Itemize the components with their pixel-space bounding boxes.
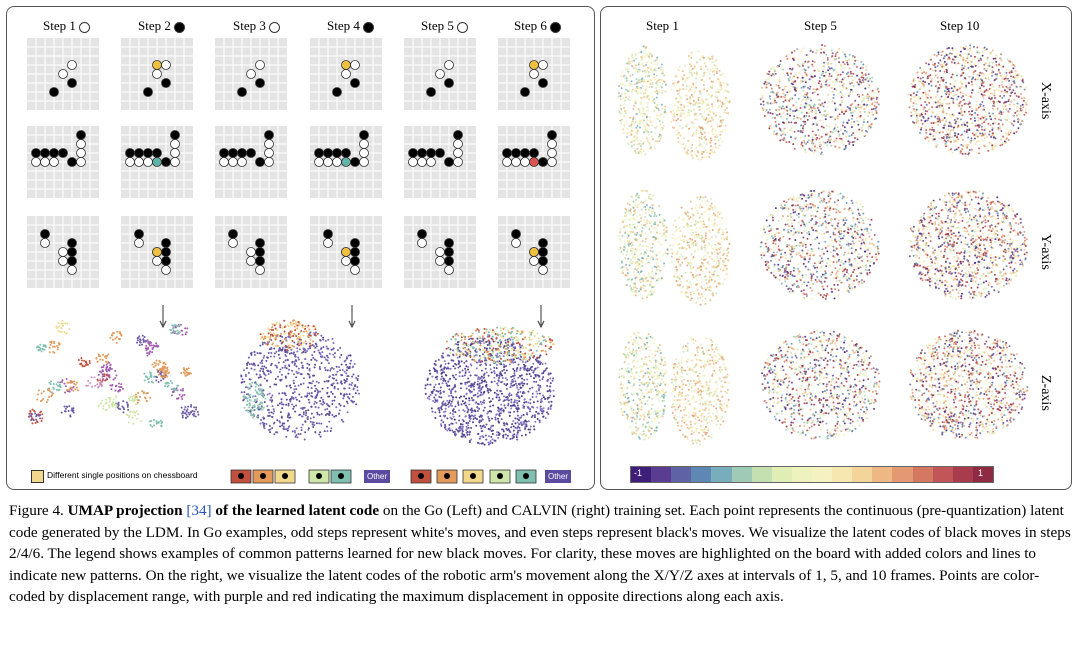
- colorbar-cell: [691, 467, 712, 482]
- black-stone-icon: [362, 21, 374, 33]
- legend-other: Other: [364, 470, 390, 483]
- calvin-scatter-grid: [617, 44, 1029, 446]
- caption-title-2: of the learned latent code: [215, 502, 380, 519]
- col-step-5: Step 5: [804, 18, 837, 33]
- colorbar-cell: [852, 467, 873, 482]
- colorbar-cell: [711, 467, 732, 482]
- legend-single-positions: Different single positions on chessboard: [47, 470, 198, 480]
- step-1-header: Step 1: [43, 18, 90, 34]
- step-3-header: Step 3: [233, 18, 280, 34]
- colorbar-cell: [751, 467, 772, 482]
- figure-label: Figure 4.: [9, 502, 64, 519]
- figure-caption: Figure 4. UMAP projection [34] of the le…: [9, 500, 1073, 608]
- black-stone-icon: [173, 21, 185, 33]
- colorbar-cell: [671, 467, 692, 482]
- go-board-grid: [27, 38, 570, 484]
- colorbar-cell: [912, 467, 933, 482]
- col-step-1: Step 1: [646, 18, 679, 33]
- colorbar-cell: [771, 467, 792, 482]
- colorbar-cell: [811, 467, 833, 482]
- go-umap-panel: [6, 6, 595, 490]
- black-stone-icon: [549, 21, 561, 33]
- colorbar-cell: [791, 467, 812, 482]
- legend-other-2: Other: [545, 470, 571, 483]
- colorbar-cell: [651, 467, 672, 482]
- colorbar-cell: [892, 467, 913, 482]
- colorbar: [630, 466, 994, 483]
- colorbar-cell: [952, 467, 973, 482]
- step-2-header: Step 2: [138, 18, 185, 34]
- colorbar-cell: [872, 467, 893, 482]
- colorbar-min-label: -1: [634, 468, 643, 478]
- colorbar-cell: [832, 467, 853, 482]
- white-stone-icon: [268, 21, 280, 33]
- step-5-header: Step 5: [421, 18, 468, 34]
- colorbar-cell: [932, 467, 953, 482]
- caption-body: on the Go (Left) and CALVIN (right) trai…: [9, 502, 1071, 606]
- caption-title: UMAP projection: [67, 502, 183, 519]
- white-stone-icon: [78, 21, 90, 33]
- colorbar-cell: [631, 467, 652, 482]
- step-6-header: Step 6: [514, 18, 561, 34]
- colorbar-max-label: 1: [978, 468, 984, 478]
- col-step-10: Step 10: [940, 18, 980, 33]
- white-stone-icon: [456, 21, 468, 33]
- colorbar-cell: [731, 467, 752, 482]
- colorbar-cell: [972, 467, 993, 482]
- legend-single-position-icon: [31, 470, 44, 483]
- citation-link[interactable]: [34]: [186, 502, 212, 519]
- step-4-header: Step 4: [327, 18, 374, 34]
